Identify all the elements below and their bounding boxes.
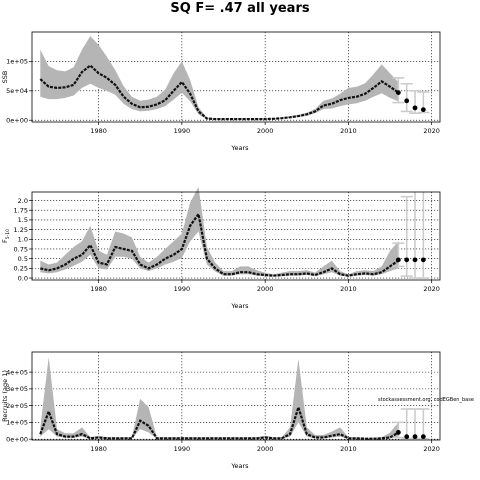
- recruits-axes-frame: [31, 351, 441, 441]
- f-ytick-label-6: 1.5: [18, 216, 28, 224]
- f-xtick-label-4: 2020: [423, 285, 440, 293]
- f-projection-point-4: [420, 257, 426, 263]
- f-confidence-band: [40, 187, 399, 277]
- ssb-projection-point-2: [404, 98, 410, 104]
- ssb-ytick-label-1: 5e+04: [6, 87, 28, 95]
- recruits-ytick-label-2: 2e+05: [6, 402, 28, 410]
- f-panel: 1980 1990 2000 2010 2020 0.00.25 0.5 0.751.0 1.2…: [1, 187, 441, 310]
- ssb-xtick-label-4: 2020: [423, 127, 440, 135]
- recruits-projection-point-4: [420, 434, 426, 440]
- ssb-projection-point-1: [395, 90, 401, 95]
- recruits-ylabel: Recruits (age 1): [1, 370, 9, 422]
- f-projection-point-2: [404, 257, 410, 263]
- f-ytick-label-0: 0.0: [18, 274, 28, 282]
- f-ytick-label-5: 1.25: [14, 226, 28, 234]
- figure-title: SQ F= .47 all years: [170, 1, 309, 16]
- recruits-xtick-label-1: 1990: [174, 445, 191, 453]
- ssb-xtick-label-3: 2010: [340, 127, 357, 135]
- recruits-xtick-label-3: 2010: [340, 445, 357, 453]
- ssb-xtick-label-0: 1980: [90, 127, 107, 135]
- f-xtick-label-1: 1990: [174, 285, 191, 293]
- f-ylabel-subscript: 5-10: [5, 229, 11, 239]
- f-ylabel: F5-10: [1, 229, 11, 243]
- f-ytick-label-7: 1.75: [14, 207, 28, 215]
- recruits-ytick-label-3: 3e+05: [6, 385, 28, 393]
- f-ytick-label-8: 2.0: [18, 197, 28, 205]
- ssb-projection-point-3: [412, 105, 418, 111]
- ssb-axes-frame: [31, 31, 441, 123]
- ssb-ytick-label-0: 0e+00: [6, 117, 28, 125]
- ssb-projection-point-4: [420, 107, 426, 113]
- ssb-xlabel: Years: [230, 144, 249, 152]
- recruits-xtick-label-0: 1980: [90, 445, 107, 453]
- f-estimate-line: [40, 211, 400, 277]
- recruits-ytick-label-0: 0e+00: [6, 435, 28, 443]
- recruits-xlabel: Years: [230, 462, 249, 470]
- ssb-ylabel: SSB: [1, 71, 9, 84]
- f-xlabel: Years: [230, 302, 249, 310]
- f-ytick-label-4: 1.0: [18, 236, 28, 244]
- recruits-xtick-label-4: 2020: [423, 445, 440, 453]
- f-ytick-label-1: 0.25: [14, 265, 28, 273]
- f-axes-frame: [31, 191, 441, 281]
- recruits-panel: 1980 1990 2000 2010 2020 0e+00 1e+05 2e+05 3e+05…: [1, 351, 441, 470]
- recruits-ytick-label-1: 1e+05: [6, 419, 28, 427]
- f-projection-point-1: [395, 257, 401, 263]
- recruits-xtick-label-2: 2000: [257, 445, 274, 453]
- f-ytick-label-3: 0.75: [14, 245, 28, 253]
- recruits-ytick-label-4: 4e+05: [6, 368, 28, 376]
- recruits-estimate-line: [39, 403, 399, 440]
- stock-assessment-annotation: stockassessment.org, codEGBen_base: [378, 397, 474, 403]
- ssb-panel: 1980 1990 2000 2010 2020 0e+00 5e+04 1e+05 Years…: [1, 31, 441, 152]
- f-xtick-label-2: 2000: [257, 285, 274, 293]
- f-xtick-label-0: 1980: [90, 285, 107, 293]
- f-xtick-label-3: 2010: [340, 285, 357, 293]
- ssb-estimate-line: [39, 64, 400, 121]
- ssb-ytick-label-2: 1e+05: [6, 58, 28, 66]
- recruits-projection-point-3: [412, 434, 418, 440]
- ssb-xtick-label-2: 2000: [257, 127, 274, 135]
- ssb-xtick-label-1: 1990: [174, 127, 191, 135]
- f-ytick-label-2: 0.5: [18, 255, 28, 263]
- f-projection-point-3: [412, 257, 418, 263]
- recruits-projection-point-1: [395, 430, 401, 435]
- chart-panels: 1980 1990 2000 2010 2020 0e+00 5e+04 1e+05 Years…: [1, 31, 441, 470]
- recruits-projection-point-2: [404, 434, 410, 440]
- ssb-confidence-band: [40, 36, 399, 120]
